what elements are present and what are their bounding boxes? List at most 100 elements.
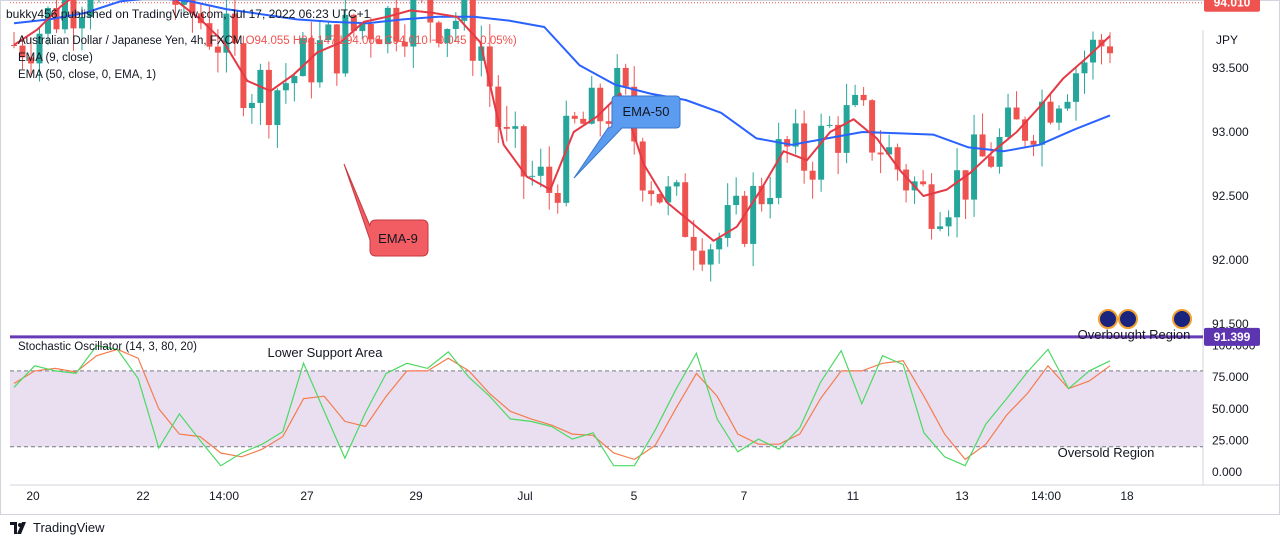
candle-body: [461, 0, 468, 21]
tradingview-footer[interactable]: TradingView: [10, 520, 105, 535]
candle-body: [1005, 107, 1012, 137]
candle-body: [733, 195, 740, 206]
candle-body: [563, 115, 570, 203]
candle-body: [716, 237, 723, 250]
candle-body: [724, 205, 731, 238]
ema9-callout-label: EMA-9: [378, 231, 418, 246]
price-tick-label: 91.500: [1212, 317, 1249, 331]
price-tick-label: 92.500: [1212, 189, 1249, 203]
time-tick-label: 5: [631, 489, 638, 503]
ema50-callout-shape: [573, 95, 681, 179]
candle-body: [665, 186, 672, 203]
candle-body: [61, 0, 68, 30]
candle-body: [843, 105, 850, 153]
candle-body: [87, 0, 94, 17]
candle-body: [1030, 140, 1037, 145]
candle-body: [19, 45, 26, 58]
candle-body: [792, 123, 799, 147]
candle-body: [1039, 101, 1046, 145]
candle-body: [962, 170, 969, 200]
time-tick-label: 22: [136, 489, 150, 503]
ohlc-values: O94.055 H94.147 L94.006 C94.010 −0.045 (…: [245, 35, 517, 47]
candle-body: [325, 24, 332, 41]
time-tick-label: 27: [300, 489, 314, 503]
candle-body: [758, 185, 765, 205]
candle-body: [903, 169, 910, 191]
candle-body: [282, 83, 289, 91]
candle-body: [299, 38, 306, 77]
time-tick-label: 11: [847, 489, 860, 503]
support-price-tag-bg: [1204, 327, 1260, 346]
candle-body: [546, 166, 553, 193]
candle-body: [206, 23, 213, 47]
candle-body: [1081, 62, 1088, 74]
candle-body: [750, 185, 757, 244]
candle-body: [1047, 101, 1054, 123]
symbol-title: Australian Dollar / Japanese Yen, 4h, FX…: [18, 35, 243, 47]
candle-body: [469, 0, 476, 61]
candle-body: [495, 86, 502, 127]
ema50-legend: EMA (50, close, 0, EMA, 1): [18, 69, 157, 81]
event-flag-icon: [1098, 309, 1118, 329]
candle-body: [928, 184, 935, 229]
candle-body: [996, 136, 1003, 167]
candle-body: [478, 46, 485, 61]
candle-body: [274, 90, 281, 126]
candle-body: [775, 139, 782, 198]
candle-body: [673, 182, 680, 187]
candle-body: [826, 124, 833, 126]
candle-body: [809, 170, 816, 180]
candle-body: [435, 22, 442, 44]
candle-body: [767, 197, 774, 205]
stoch-band: [10, 370, 1203, 447]
candle-body: [503, 126, 510, 129]
candle-body: [376, 39, 383, 45]
event-flag-icon: [1118, 309, 1138, 329]
candle-body: [1073, 73, 1080, 102]
price-tick-label: 92.000: [1212, 253, 1249, 267]
support-price-tag: 91.399: [1214, 330, 1251, 344]
currency-label: JPY: [1216, 33, 1238, 47]
ema9-line: [13, 0, 1111, 242]
time-tick-label: Jul: [517, 489, 532, 503]
candle-body: [265, 69, 272, 126]
stoch-tick-label: 25.000: [1212, 433, 1249, 447]
stoch-tick-label: 75.000: [1212, 370, 1249, 384]
candle-body: [580, 118, 587, 124]
candle-body: [512, 126, 519, 129]
candle-body: [537, 166, 544, 176]
time-tick-label: 29: [409, 489, 423, 503]
candle-body: [231, 13, 238, 44]
price-tick-label: 93.000: [1212, 125, 1249, 139]
candle-body: [954, 170, 961, 218]
candle-body: [180, 0, 187, 5]
tradingview-logo-icon: [10, 521, 26, 534]
candle-body: [622, 67, 629, 87]
candle-body: [682, 182, 689, 237]
candle-body: [44, 7, 51, 34]
candle-body: [401, 41, 408, 47]
candle-body: [971, 134, 978, 200]
candle-body: [860, 94, 867, 101]
candle-body: [1013, 107, 1020, 120]
candle-body: [308, 38, 315, 83]
footer-brand: TradingView: [33, 520, 105, 535]
candle-body: [639, 141, 646, 191]
candle-body: [554, 192, 561, 203]
candle-body: [1107, 46, 1113, 54]
candle-body: [979, 134, 986, 157]
candle-body: [78, 16, 85, 29]
oversold-label: Oversold Region: [1058, 445, 1155, 460]
candle-body: [367, 24, 374, 40]
candle-body: [393, 7, 400, 42]
ema50-line: [13, 0, 1111, 153]
candle-body: [741, 195, 748, 244]
support-label: Lower Support Area: [268, 345, 384, 360]
candle-body: [877, 152, 884, 155]
candle-body: [172, 0, 179, 5]
overbought-label: Overbought Region: [1078, 327, 1191, 342]
last-price-tag-bg: [1204, 0, 1260, 12]
candle-body: [886, 147, 893, 155]
candle-body: [690, 236, 697, 251]
